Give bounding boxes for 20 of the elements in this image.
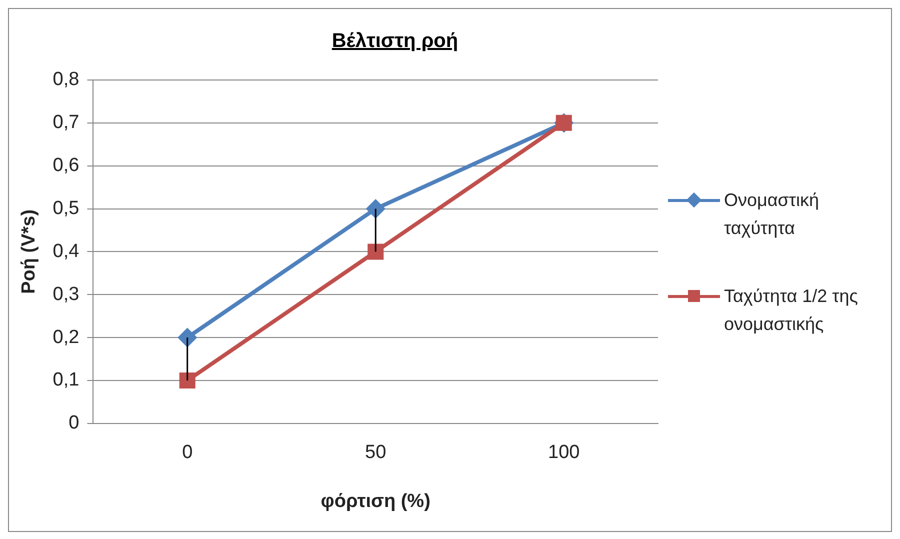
y-tick-label: 0,8 bbox=[52, 69, 80, 90]
y-tick-label: 0,1 bbox=[52, 370, 80, 391]
y-axis-title: Ροή (V*s) bbox=[18, 209, 40, 294]
y-tick-label: 0,3 bbox=[52, 284, 80, 305]
y-tick-label: 0,4 bbox=[52, 240, 80, 262]
chart-title: Βέλτιστη ροή bbox=[330, 30, 460, 53]
x-tick-label: 100 bbox=[548, 442, 580, 464]
x-tick-label: 50 bbox=[365, 442, 386, 464]
y-tick-label: 0,5 bbox=[52, 198, 80, 220]
x-axis-title: φόρτιση (%) bbox=[320, 490, 430, 512]
y-tick-label: 0,7 bbox=[52, 112, 80, 134]
point bbox=[366, 200, 385, 218]
y-tick-label: 0 bbox=[68, 412, 80, 434]
y-tick-label: 0,2 bbox=[52, 326, 80, 348]
point bbox=[179, 372, 196, 388]
legend-label: Ονομαστική ταχύτητα bbox=[724, 189, 820, 240]
x-tick-label: 0 bbox=[182, 442, 193, 464]
point bbox=[368, 244, 384, 260]
legend-label: Ταχύτητα 1/2 της ονομαστικής bbox=[724, 285, 859, 336]
y-tick-label: 0,6 bbox=[52, 155, 80, 176]
